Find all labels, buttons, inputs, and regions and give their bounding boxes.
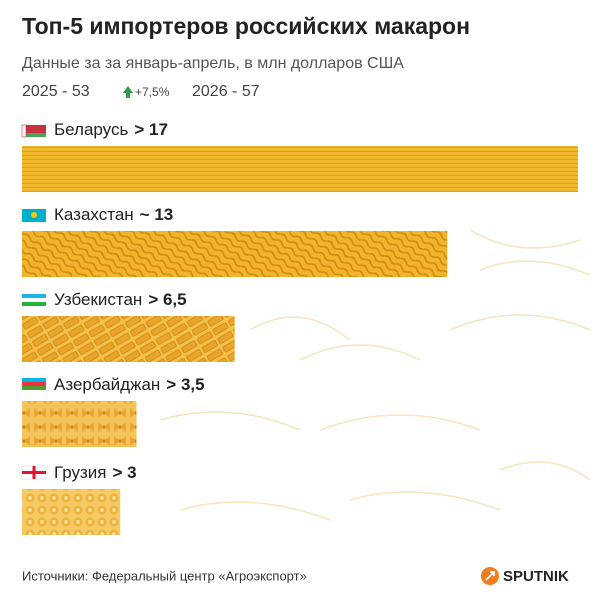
category-row-label: Казахстан ~ 13 — [54, 205, 173, 224]
category-row-label: Беларусь > 17 — [54, 120, 168, 139]
up-arrow — [123, 86, 133, 98]
flags — [21, 124, 47, 480]
category-label: Грузия — [54, 463, 107, 482]
category-row-label: Грузия > 3 — [54, 463, 137, 482]
value-label: > 6,5 — [148, 290, 186, 309]
annotation: 2026 - 57 — [192, 83, 260, 100]
value-label: ~ 13 — [140, 205, 174, 224]
value-label: > 17 — [134, 120, 168, 139]
category-row-label: Узбекистан > 6,5 — [54, 290, 187, 309]
category-label: Азербайджан — [54, 375, 160, 394]
annotation: 2025 - 53 — [22, 83, 90, 100]
value-label: > 3 — [113, 463, 137, 482]
category-label: Казахстан — [54, 205, 134, 224]
category-label: Беларусь — [54, 120, 128, 139]
chart-title: Топ-5 импортеров российских макарон — [22, 13, 470, 39]
bar — [22, 146, 578, 192]
category-row-label: Азербайджан > 3,5 — [54, 375, 205, 394]
value-label: > 3,5 — [166, 375, 204, 394]
subtitle: Данные за за январь-апрель, в млн доллар… — [22, 55, 404, 72]
bar — [22, 316, 235, 362]
annotation: +7,5% — [135, 85, 170, 99]
category-label: Узбекистан — [54, 290, 142, 309]
bar — [22, 231, 448, 277]
background-doodles — [159, 229, 591, 521]
bar — [22, 401, 137, 447]
bar — [22, 489, 121, 535]
logo-icon — [485, 571, 495, 581]
source: Источники: Федеральный центр «Агроэкспор… — [22, 568, 307, 583]
logo: SPUTNIK — [503, 568, 569, 585]
